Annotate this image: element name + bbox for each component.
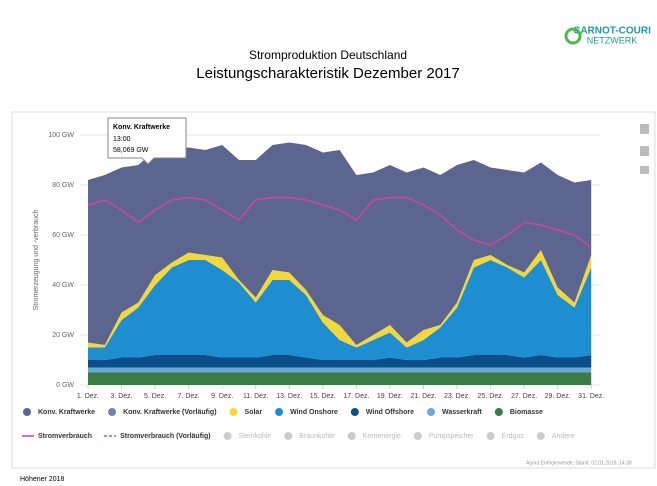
legend-symbol xyxy=(427,408,435,416)
legend-symbol xyxy=(23,408,31,416)
tooltip-time: 13:00 xyxy=(113,136,131,143)
logo-mark xyxy=(564,27,582,45)
y-tick-label: 60 GW xyxy=(52,232,74,239)
slide-subtitle: Leistungscharakteristik Dezember 2017 xyxy=(196,65,459,82)
logo-text: NETZWERK xyxy=(587,35,638,45)
tooltip-value: 58,069 GW xyxy=(113,147,149,154)
x-tick-label: 21. Dez. xyxy=(410,393,436,400)
legend-label[interactable]: Konv. Kraftwerke (Vorläufig) xyxy=(123,409,216,416)
legend-symbol xyxy=(350,408,359,416)
legend-symbol xyxy=(486,432,495,440)
legend-symbol xyxy=(284,432,293,440)
legend-label[interactable]: Stromverbrauch xyxy=(38,433,92,440)
x-tick-label: 3. Dez. xyxy=(110,393,132,400)
legend-label[interactable]: Biomasse xyxy=(510,409,543,416)
legend-label[interactable]: Solar xyxy=(245,409,263,416)
legend-label[interactable]: Kernenergie xyxy=(363,433,401,440)
slide-title: Stromproduktion Deutschland xyxy=(249,48,407,62)
line xyxy=(87,196,592,249)
y-axis-label: Stromerzeugung und -verbrauch xyxy=(33,210,40,311)
print-icon[interactable] xyxy=(640,166,649,174)
x-tick-label: 29. Dez. xyxy=(545,393,571,400)
legend-label[interactable]: Wind Offshore xyxy=(366,409,414,416)
x-tick-label: 9. Dez. xyxy=(211,393,233,400)
export-icon[interactable] xyxy=(640,124,649,134)
legend-symbol xyxy=(229,408,238,416)
export-icon[interactable] xyxy=(640,146,649,156)
y-tick-label: 20 GW xyxy=(52,332,74,339)
footer: Höhener 2018 xyxy=(20,476,64,483)
legend-symbol xyxy=(275,408,284,416)
x-tick-label: 19. Dez. xyxy=(377,393,403,400)
legend-label[interactable]: Erdgas xyxy=(502,433,525,440)
area xyxy=(88,355,592,368)
legend-symbol xyxy=(494,408,503,416)
x-tick-label: 7. Dez. xyxy=(178,393,200,400)
area xyxy=(88,372,592,385)
tooltip-title: Konv. Kraftwerke xyxy=(113,124,170,131)
legend-label[interactable]: Wind Onshore xyxy=(290,409,338,416)
y-tick-label: 100 GW xyxy=(48,132,74,139)
legend-label[interactable]: Andere xyxy=(552,433,575,440)
x-tick-label: 11. Dez. xyxy=(243,393,269,400)
legend-symbol xyxy=(223,432,232,440)
legend-label[interactable]: Pumpspeicher xyxy=(429,433,474,440)
x-tick-label: 27. Dez. xyxy=(511,393,537,400)
x-tick-label: 25. Dez. xyxy=(478,393,504,400)
y-tick-label: 80 GW xyxy=(52,182,74,189)
legend-label[interactable]: Stromverbrauch (Vorläufig) xyxy=(120,433,211,440)
legend-symbol xyxy=(347,432,356,440)
legend-symbol xyxy=(413,432,422,440)
legend-label[interactable]: Braunkohle xyxy=(299,433,335,440)
x-tick-label: 5. Dez. xyxy=(144,393,166,400)
chart: 0 GW 20 GW 40 GW 60 GW 80 GW 100 GW 1. Dez. 3. … xyxy=(22,132,604,440)
y-tick-label: 40 GW xyxy=(52,282,74,289)
y-tick-label: 0 GW xyxy=(56,382,74,389)
x-tick-label: 13. Dez. xyxy=(276,393,302,400)
x-tick-label: 31. Dez. xyxy=(578,393,604,400)
area xyxy=(88,142,592,345)
legend-symbol xyxy=(108,408,117,416)
logo-text: CARNOT-COURI xyxy=(573,26,651,37)
tooltip: Konv. Kraftwerke 13:00 58,069 GW xyxy=(107,117,187,165)
legend-symbol xyxy=(536,432,545,440)
x-tick-label: 17. Dez. xyxy=(343,393,369,400)
area xyxy=(88,260,592,360)
credits: Agora Energiewende; Stand: 02.01.2018, 1… xyxy=(526,460,632,466)
x-tick-label: 15. Dez. xyxy=(310,393,336,400)
legend-label[interactable]: Wasserkraft xyxy=(442,409,482,416)
x-tick-label: 23. Dez. xyxy=(444,393,470,400)
legend-label[interactable]: Konv. Kraftwerke xyxy=(38,409,95,416)
area xyxy=(88,250,592,348)
area xyxy=(88,367,592,373)
legend-label[interactable]: Steinkohle xyxy=(239,433,272,440)
x-tick-label: 1. Dez. xyxy=(77,393,99,400)
